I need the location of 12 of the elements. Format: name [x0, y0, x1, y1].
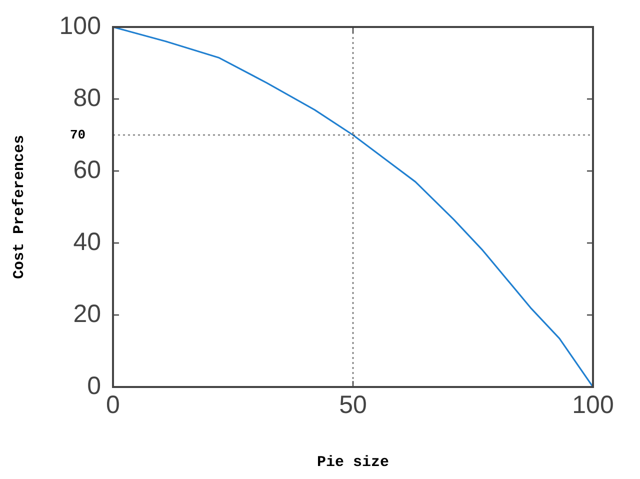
- y-axis-title: Cost Preferences: [10, 134, 28, 280]
- y-tick-label: 40: [73, 228, 101, 256]
- y-tick-label: 0: [87, 372, 101, 400]
- y-tick-label: 100: [59, 12, 101, 40]
- x-tick-label: 100: [572, 390, 614, 419]
- x-tick-label: 0: [106, 390, 120, 419]
- x-axis-title: Pie size: [316, 454, 390, 471]
- y-tick-label: 20: [73, 300, 101, 328]
- x-tick-label: 50: [339, 390, 367, 419]
- y-tick-label: 80: [73, 84, 101, 112]
- y-tick-label: 60: [73, 156, 101, 184]
- ref-line-label: 70: [70, 127, 86, 142]
